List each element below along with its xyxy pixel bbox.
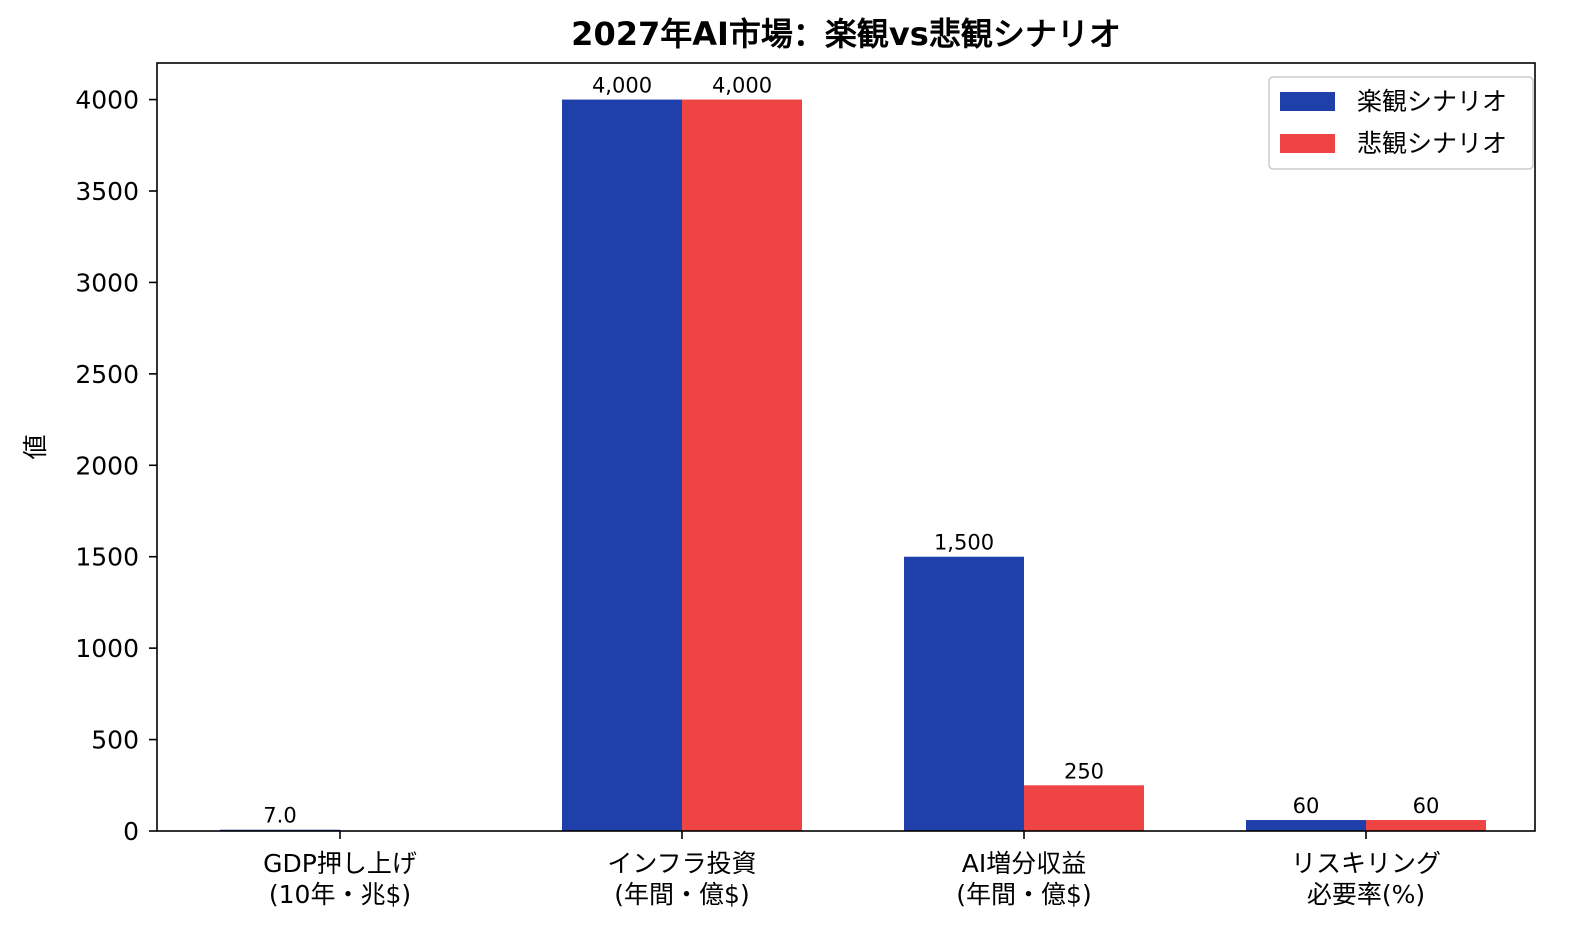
x-tick-label: (10年・兆$) xyxy=(269,880,411,909)
y-tick-label: 3000 xyxy=(75,268,139,297)
data-label-optimistic-3: 60 xyxy=(1293,794,1320,818)
data-label-optimistic-0: 7.0 xyxy=(263,804,296,828)
bars-layer xyxy=(220,99,1486,832)
y-tick-label: 500 xyxy=(91,726,139,755)
y-tick-label: 3500 xyxy=(75,177,139,206)
x-tick-label: リスキリング xyxy=(1291,849,1441,878)
legend-swatch-0 xyxy=(1280,92,1335,111)
bar-optimistic-1 xyxy=(562,99,682,832)
x-tick-label: (年間・億$) xyxy=(614,880,749,909)
x-tick-label: 必要率(%) xyxy=(1307,880,1425,909)
bar-optimistic-3 xyxy=(1246,820,1366,831)
y-tick-label: 1500 xyxy=(75,543,139,572)
bar-pessimistic-2 xyxy=(1024,785,1144,831)
data-label-pessimistic-1: 4,000 xyxy=(712,74,772,98)
data-labels-layer: 7.0 4,000 1,500 60 4,000 250 60 xyxy=(263,74,1439,828)
x-tick-label: AI増分収益 xyxy=(962,849,1086,878)
plot-frame xyxy=(156,62,1536,832)
x-tick-label: GDP押し上げ xyxy=(263,849,417,878)
y-tick-label: 4000 xyxy=(75,86,139,115)
x-tick-label: インフラ投資 xyxy=(607,849,756,878)
data-label-pessimistic-3: 60 xyxy=(1413,794,1440,818)
x-tick-label: (年間・億$) xyxy=(956,880,1091,909)
data-label-optimistic-2: 1,500 xyxy=(934,531,994,555)
data-label-pessimistic-2: 250 xyxy=(1064,759,1104,783)
chart-title: 2027年AI市場：楽観vs悲観シナリオ xyxy=(571,15,1121,53)
bar-pessimistic-1 xyxy=(682,99,802,832)
bar-pessimistic-3 xyxy=(1366,820,1486,831)
legend-swatch-1 xyxy=(1280,134,1335,153)
y-tick-label: 1000 xyxy=(75,634,139,663)
legend-label-0: 楽観シナリオ xyxy=(1357,87,1507,116)
legend-label-1: 悲観シナリオ xyxy=(1357,129,1507,158)
data-label-optimistic-1: 4,000 xyxy=(592,74,652,98)
y-axis-label: 値 xyxy=(21,434,50,459)
axes-layer: 05001000150020002500300035004000GDP押し上げ(… xyxy=(75,62,1536,909)
y-tick-label: 2500 xyxy=(75,360,139,389)
y-tick-label: 0 xyxy=(123,817,139,846)
bar-optimistic-2 xyxy=(904,556,1024,831)
y-tick-label: 2000 xyxy=(75,451,139,480)
